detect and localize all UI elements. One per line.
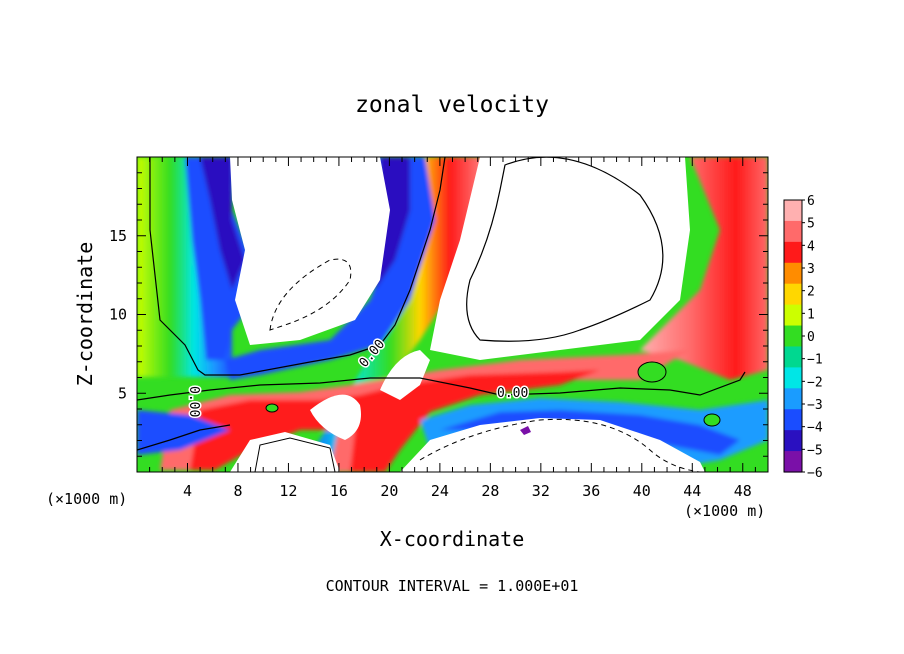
footer-note: CONTOUR INTERVAL = 1.000E+01	[326, 577, 579, 595]
colorbar-label: 2	[807, 285, 815, 300]
colorbar-label: 0	[807, 330, 815, 345]
colorbar-swatch	[784, 367, 802, 389]
x-tick-label: 8	[233, 482, 242, 500]
colorbar-swatch	[784, 409, 802, 431]
heatmap-field	[137, 157, 768, 472]
x-tick-label: 28	[481, 482, 499, 500]
colorbar-swatch	[784, 451, 802, 473]
x-unit-label-right: (×1000 m)	[684, 502, 765, 520]
colorbar-swatch	[784, 430, 802, 452]
x-tick-label: 20	[380, 482, 398, 500]
colorbar-swatch	[784, 200, 802, 222]
x-tick-label: 44	[683, 482, 701, 500]
y-axis: 5 10 15	[109, 172, 768, 457]
x-tick-label: 32	[532, 482, 550, 500]
chart-title: zonal velocity	[355, 92, 549, 118]
colorbar-label: 6	[807, 194, 815, 209]
colorbar-swatch	[784, 388, 802, 410]
x-tick-label: 40	[633, 482, 651, 500]
x-tick-label: 4	[183, 482, 192, 500]
colorbar-swatch	[784, 304, 802, 327]
y-axis-label: Z-coordinate	[73, 242, 97, 387]
colorbar-swatch	[784, 283, 802, 306]
colorbar-label: −5	[807, 443, 823, 458]
x-axis-label: X-coordinate	[380, 527, 525, 551]
contour-label: 0.00	[186, 386, 201, 417]
x-tick-label: 36	[582, 482, 600, 500]
colorbar-label: −1	[807, 353, 823, 368]
colorbar-label: −4	[807, 421, 823, 436]
colorbar-label: 4	[807, 239, 815, 254]
colorbar-label: −2	[807, 375, 823, 390]
contour-lines	[137, 157, 746, 472]
x-tick-label: 24	[431, 482, 449, 500]
colorbar-label: 3	[807, 262, 815, 277]
x-tick-label: 12	[279, 482, 297, 500]
colorbar-label: 1	[807, 307, 815, 322]
x-unit-label: (×1000 m)	[46, 490, 127, 508]
colorbar-label: −3	[807, 398, 823, 413]
colorbar-swatch	[784, 220, 802, 243]
colorbar: 6 5 4 3 2 1 0 −1 −2 −3 −4 −5 −6	[783, 194, 823, 481]
x-tick-label: 16	[330, 482, 348, 500]
colorbar-label: 5	[807, 217, 815, 232]
colorbar-swatch	[784, 262, 802, 285]
x-axis: 4 8 12 16 20 24 28 32 36 40 44 48	[149, 157, 756, 500]
contour-label: 0.00	[497, 386, 528, 401]
y-tick-label: 15	[109, 227, 127, 245]
y-tick-label: 10	[109, 306, 127, 324]
y-tick-label: 5	[118, 384, 127, 402]
colorbar-swatch	[784, 241, 802, 264]
colorbar-label: −6	[807, 466, 823, 481]
x-tick-label: 48	[734, 482, 752, 500]
colorbar-swatch	[784, 325, 802, 348]
colorbar-swatch	[784, 346, 802, 368]
